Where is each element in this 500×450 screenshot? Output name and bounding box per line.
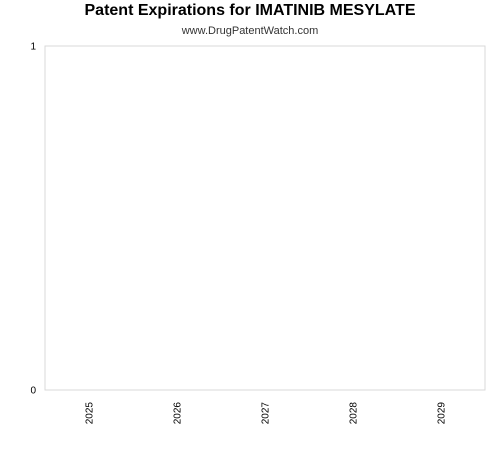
plot-frame	[45, 46, 485, 390]
y-tick-label: 1	[30, 42, 36, 53]
x-tick-label: 2029	[437, 402, 448, 425]
x-tick-label: 2027	[261, 402, 272, 425]
x-tick-label: 2026	[173, 402, 184, 425]
x-axis: 2025 2026 2027 2028 2029	[85, 402, 448, 425]
x-tick-label: 2028	[349, 402, 360, 425]
x-tick-label: 2025	[85, 402, 96, 425]
y-tick-label: 0	[30, 386, 36, 397]
y-axis: 01	[30, 42, 36, 397]
